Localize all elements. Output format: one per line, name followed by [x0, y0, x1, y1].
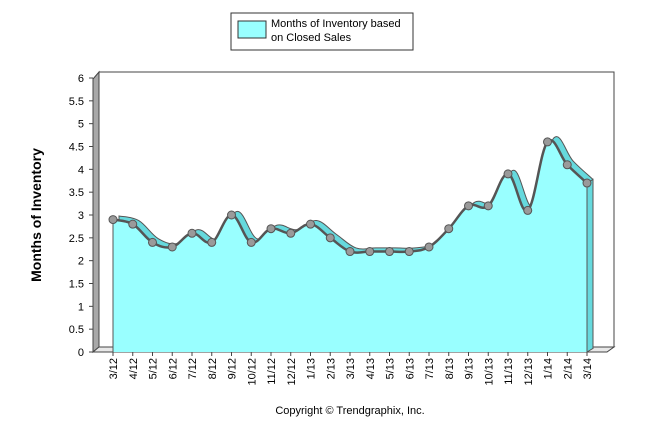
data-point: [483, 201, 493, 211]
x-axis: 3/12 4/12 5/12 6/12 7/12 8/12 9/12 10/12 11/12 12…: [108, 352, 594, 386]
data-point: [227, 210, 236, 220]
x-tick-label: 5/13: [385, 358, 397, 379]
data-point: [345, 247, 355, 257]
y-tick-label: 4: [78, 164, 84, 176]
data-point: [464, 201, 473, 211]
x-tick-label: 3/12: [108, 358, 120, 379]
y-axis-title: Months of Inventory: [28, 148, 44, 282]
x-tick-label: 11/13: [503, 358, 515, 385]
data-point: [325, 233, 335, 243]
x-tick-label: 3/14: [582, 358, 594, 379]
x-tick-label: 6/12: [167, 358, 179, 379]
data-point: [187, 228, 197, 238]
x-tick-label: 9/12: [227, 358, 239, 379]
y-tick-label: 1: [78, 301, 84, 313]
y-tick-label: 6: [78, 73, 84, 85]
x-tick-label: 7/13: [424, 358, 436, 379]
y-tick-label: 4.5: [69, 142, 84, 154]
data-point: [128, 219, 138, 229]
x-tick-label: 4/13: [365, 358, 377, 379]
data-point: [385, 247, 394, 257]
y-axis: 0 0.5 1 1.5 2 2.5 3 3.5 4 4.5 5 5.5 6: [69, 73, 94, 359]
copyright-text: Copyright © Trendgraphix, Inc.: [275, 405, 424, 417]
y-tick-label: 1.5: [69, 279, 84, 291]
data-point: [148, 237, 157, 247]
data-point: [582, 178, 592, 188]
y-tick-label: 0: [78, 347, 84, 359]
data-point: [404, 247, 414, 257]
data-point: [266, 224, 276, 234]
data-point: [306, 219, 315, 229]
legend: Months of Inventory based on Closed Sale…: [230, 12, 414, 51]
left-wall: [92, 70, 100, 354]
y-tick-label: 2: [78, 256, 84, 268]
x-tick-label: 1/13: [306, 358, 318, 379]
legend-label-line1: Months of Inventory based: [271, 18, 401, 30]
data-point: [503, 169, 513, 179]
x-tick-label: 7/12: [187, 358, 199, 379]
series-markers: [108, 137, 592, 257]
series-area-side: [586, 178, 594, 353]
data-point: [167, 242, 177, 252]
y-tick-label: 3.5: [69, 187, 84, 199]
x-tick-label: 12/12: [286, 358, 298, 386]
y-tick-label: 0.5: [69, 324, 84, 336]
x-tick-label: 2/13: [325, 358, 337, 379]
legend-label-line2: on Closed Sales: [271, 32, 352, 44]
data-point: [424, 242, 434, 252]
x-tick-label: 1/14: [543, 358, 555, 379]
x-tick-label: 10/13: [483, 358, 495, 386]
x-tick-label: 5/12: [148, 358, 160, 379]
data-point: [523, 205, 533, 215]
series-area-front: [113, 140, 587, 352]
data-point: [562, 160, 572, 170]
x-tick-label: 8/13: [444, 358, 456, 379]
data-point: [207, 237, 217, 247]
legend-swatch: [237, 20, 267, 39]
y-tick-label: 5: [78, 119, 84, 131]
data-point: [246, 237, 256, 247]
data-point: [444, 224, 454, 234]
x-tick-label: 2/14: [562, 358, 574, 379]
data-point: [543, 137, 552, 147]
y-tick-label: 3: [78, 210, 84, 222]
x-tick-label: 9/13: [464, 358, 476, 379]
x-tick-label: 10/12: [246, 358, 258, 386]
data-point: [365, 247, 375, 257]
data-point: [108, 215, 118, 225]
y-tick-label: 5.5: [69, 96, 84, 108]
x-tick-label: 11/12: [266, 358, 278, 385]
x-tick-label: 12/13: [523, 358, 535, 386]
data-point: [286, 228, 296, 238]
x-tick-label: 4/12: [128, 358, 140, 379]
x-tick-label: 8/12: [207, 358, 219, 379]
x-tick-label: 3/13: [345, 358, 357, 379]
x-tick-label: 6/13: [404, 358, 416, 379]
y-tick-label: 2.5: [69, 233, 84, 245]
